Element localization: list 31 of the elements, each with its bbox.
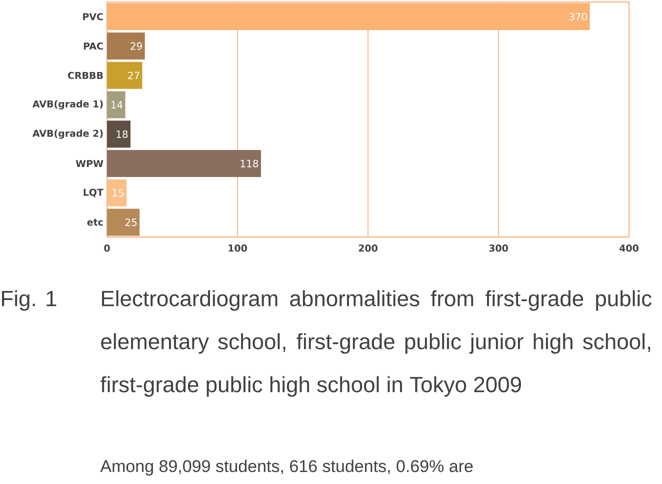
data-label: 14 (111, 101, 123, 108)
bar (107, 208, 140, 236)
y-tick-label: PAC (84, 42, 103, 50)
bar (107, 150, 261, 178)
x-tick-label: 200 (358, 244, 378, 252)
bar (107, 32, 145, 60)
data-label: 27 (128, 72, 140, 80)
x-tick-label: 100 (228, 244, 247, 252)
data-label: 15 (112, 189, 124, 197)
bar (107, 91, 126, 118)
caption: Fig. 1 (2, 290, 56, 311)
y-tick-label: AVB(grade 2) (32, 130, 103, 139)
text: Among 89,099 students, 616 students, 0.69% are (100, 460, 473, 476)
data-label: 370 (569, 12, 587, 20)
bar (107, 120, 130, 148)
data-label: 118 (240, 160, 258, 168)
data-label: 29 (130, 42, 142, 50)
bar (107, 62, 142, 89)
text: Electrocardiogram abnormalities from first-grade public elementary school, first-grade public junior high school, first-grade public high school in Tokyo 2009 (100, 290, 652, 397)
y-tick-label: PVC (83, 13, 103, 20)
y-tick-label: LQT (84, 188, 104, 198)
y-tick-label: etc (87, 218, 103, 226)
x-tick-label: 400 (620, 244, 638, 252)
y-tick-label: WPW (76, 160, 104, 168)
x-tick-label: 0 (104, 244, 110, 252)
y-tick-label: CRBBB (68, 72, 103, 80)
y-tick-label: AVB(grade 1) (32, 100, 103, 110)
bar (107, 3, 590, 30)
data-label: 25 (125, 218, 137, 226)
data-label: 18 (116, 130, 128, 138)
x-tick-label: 300 (489, 244, 508, 252)
